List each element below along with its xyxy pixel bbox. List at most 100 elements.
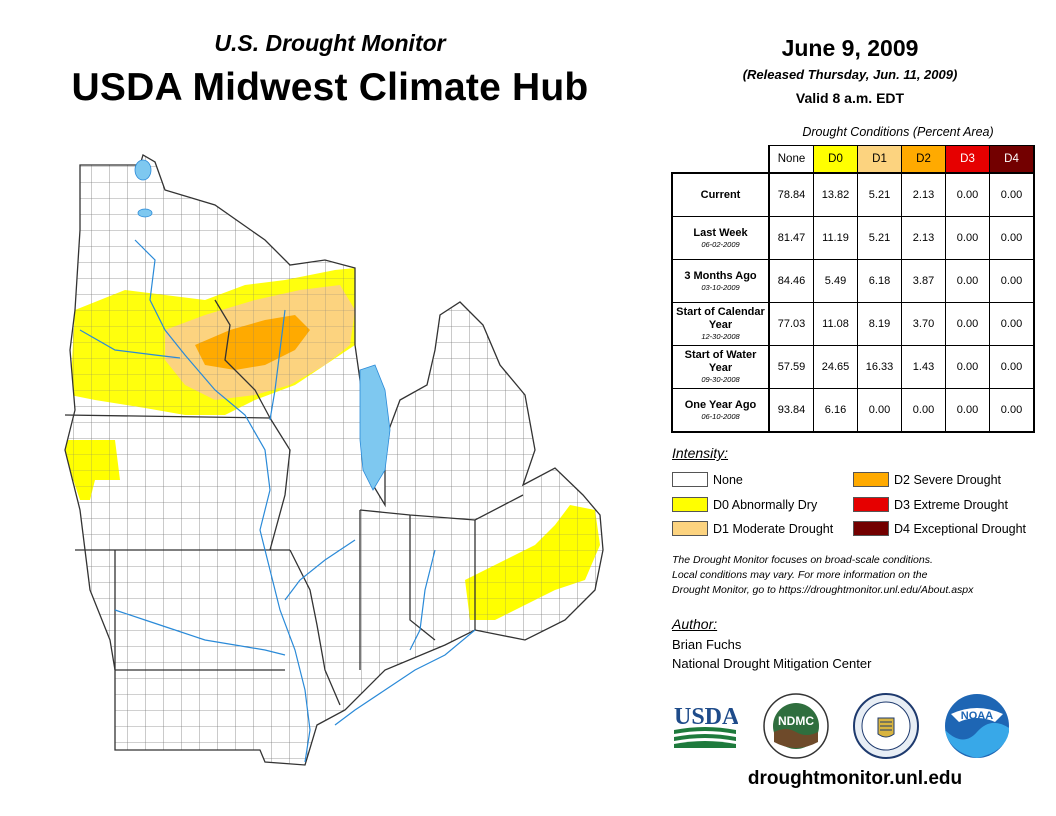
legend-swatch [853, 521, 889, 536]
table-cell: 93.84 [768, 388, 814, 433]
table-cell: 0.00 [901, 388, 946, 433]
table-cell: 1.43 [901, 345, 946, 389]
table-row: Current 78.84 13.82 5.21 2.13 0.00 0.00 [671, 172, 1035, 217]
row-date: 12-30-2008 [701, 332, 740, 341]
table-cell: 2.13 [901, 216, 946, 260]
table-cell: 11.08 [813, 302, 858, 346]
table-cell: 24.65 [813, 345, 858, 389]
legend-item-d4: D4 Exceptional Drought [853, 521, 1026, 536]
table-cell: 0.00 [989, 388, 1035, 433]
table-cell: 77.03 [768, 302, 814, 346]
table-row: One Year Ago 06-10-2008 93.84 6.16 0.00 0.00 0… [671, 388, 1035, 433]
table-row: Last Week 06-02-2009 81.47 11.19 5.21 2.13 0.0… [671, 216, 1035, 260]
table-cell: 0.00 [945, 345, 990, 389]
table-cell: 0.00 [945, 172, 990, 217]
row-label: 3 Months Ago 03-10-2009 [671, 259, 770, 303]
svg-text:NDMC: NDMC [778, 714, 814, 728]
table-cell: 0.00 [989, 302, 1035, 346]
table-row: Start of Calendar Year 12-30-2008 77.03 11.… [671, 302, 1035, 346]
svg-text:USDA: USDA [674, 704, 738, 730]
author-heading: Author: [672, 616, 718, 632]
table-cell: 0.00 [857, 388, 902, 433]
table-cell: 5.21 [857, 216, 902, 260]
legend-item-d2: D2 Severe Drought [853, 472, 1001, 487]
table-cell: 0.00 [945, 259, 990, 303]
table-cell: 16.33 [857, 345, 902, 389]
table-cell: 84.46 [768, 259, 814, 303]
table-cell: 2.13 [901, 172, 946, 217]
legend-item-d3: D3 Extreme Drought [853, 497, 1008, 512]
col-header-d2: D2 [901, 145, 946, 174]
mississippi-river [134, 239, 311, 763]
missouri-river [114, 609, 286, 656]
table-row: Start of Water Year 09-30-2008 57.59 24.65 1… [671, 345, 1035, 389]
minnesota-river [79, 329, 181, 359]
row-label: Last Week 06-02-2009 [671, 216, 770, 260]
legend-title: Intensity: [672, 445, 729, 461]
row-date: 03-10-2009 [701, 282, 740, 292]
conditions-caption: Drought Conditions (Percent Area) [802, 125, 994, 139]
legend-swatch [853, 472, 889, 487]
legend-item-d0: D0 Abnormally Dry [672, 497, 817, 512]
conditions-table: None D0 D1 D2 D3 D4 Current 78.84 13.82 5.2… [671, 145, 1035, 433]
col-header-d3: D3 [945, 145, 990, 174]
table-cell: 0.00 [989, 172, 1035, 217]
table-cell: 78.84 [768, 172, 814, 217]
table-cell: 6.16 [813, 388, 858, 433]
legend-item-d1: D1 Moderate Drought [672, 521, 833, 536]
table-cell: 0.00 [945, 388, 990, 433]
legend-swatch [853, 497, 889, 512]
lake-michigan [359, 364, 391, 491]
row-date: 06-02-2009 [701, 239, 740, 249]
table-cell: 0.00 [989, 216, 1035, 260]
map-title: USDA Midwest Climate Hub [71, 66, 589, 109]
usda-logo: USDA [674, 704, 738, 748]
svg-text:NOAA: NOAA [961, 710, 993, 722]
row-date: 06-10-2008 [701, 411, 740, 421]
legend-swatch [672, 497, 708, 512]
wabash-river [409, 549, 436, 651]
illinois-river [284, 539, 356, 601]
table-cell: 0.00 [989, 259, 1035, 303]
website-link[interactable]: droughtmonitor.unl.edu [747, 768, 963, 789]
table-cell: 11.19 [813, 216, 858, 260]
author-name: Brian Fuchs [672, 637, 742, 652]
noaa-logo: NOAA [945, 694, 1009, 758]
table-cell: 0.00 [945, 302, 990, 346]
table-cell: 57.59 [768, 345, 814, 389]
table-cell: 5.21 [857, 172, 902, 217]
table-cell: 5.49 [813, 259, 858, 303]
table-cell: 6.18 [857, 259, 902, 303]
table-cell: 81.47 [768, 216, 814, 260]
table-cell: 3.70 [901, 302, 946, 346]
release-date: (Released Thursday, Jun. 11, 2009) [742, 67, 958, 82]
valid-time: Valid 8 a.m. EDT [795, 90, 905, 106]
ndmc-logo: NDMC [763, 693, 829, 759]
row-label: Start of Calendar Year 12-30-2008 [671, 302, 770, 346]
table-cell: 8.19 [857, 302, 902, 346]
col-header-d1: D1 [857, 145, 902, 174]
upper-red-lake [137, 208, 153, 218]
map-subtitle: U.S. Drought Monitor [214, 30, 446, 56]
department-of-commerce-seal [853, 693, 919, 759]
author-organization: National Drought Mitigation Center [672, 656, 872, 671]
wisconsin-river [269, 309, 286, 421]
drought-map [64, 154, 604, 766]
legend-item-none: None [672, 472, 743, 487]
legend-swatch [672, 472, 708, 487]
table-cell: 3.87 [901, 259, 946, 303]
lake-of-the-woods [134, 159, 152, 181]
disclaimer-note: The Drought Monitor focuses on broad-sca… [672, 554, 974, 596]
row-label: Start of Water Year 09-30-2008 [671, 345, 770, 389]
ohio-river [334, 629, 476, 726]
col-header-d0: D0 [813, 145, 858, 174]
table-cell: 0.00 [945, 216, 990, 260]
table-cell: 0.00 [989, 345, 1035, 389]
table-row: 3 Months Ago 03-10-2009 84.46 5.49 6.18 3.87 0… [671, 259, 1035, 303]
row-label: Current [671, 172, 770, 217]
col-header-d4: D4 [989, 145, 1035, 174]
col-header-none: None [768, 145, 814, 174]
map-date: June 9, 2009 [781, 35, 919, 61]
row-label: One Year Ago 06-10-2008 [671, 388, 770, 433]
row-date: 09-30-2008 [701, 375, 740, 384]
